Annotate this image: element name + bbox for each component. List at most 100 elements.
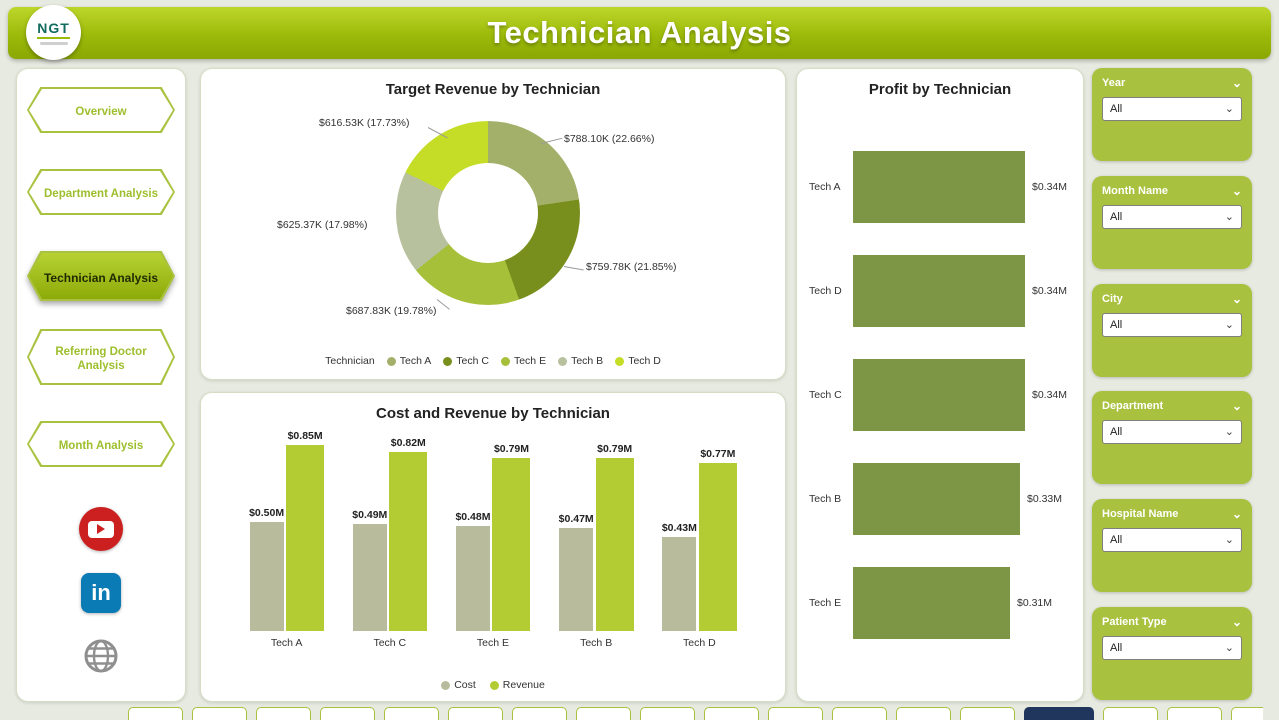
bottom-tab[interactable]	[960, 707, 1015, 720]
bar-group: $0.43M $0.77M Tech D	[662, 448, 737, 649]
bottom-tab[interactable]	[128, 707, 183, 720]
chevron-down-icon: ⌄	[1224, 534, 1234, 547]
header-banner: Technician Analysis	[8, 7, 1271, 59]
chevron-down-icon[interactable]: ⌄	[1231, 614, 1242, 629]
profit-category-label: Tech A	[809, 181, 841, 193]
profit-bar[interactable]	[853, 463, 1020, 535]
bottom-tab[interactable]	[512, 707, 567, 720]
bar-revenue[interactable]	[389, 452, 428, 631]
slicer-year-label: Year	[1102, 77, 1126, 89]
bottom-tab[interactable]	[320, 707, 375, 720]
bar-cost[interactable]	[455, 526, 490, 631]
chevron-down-icon[interactable]: ⌄	[1231, 399, 1242, 414]
legend-item[interactable]: Cost	[441, 679, 476, 691]
legend-item[interactable]: Tech A	[386, 355, 431, 367]
category-label: Tech A	[270, 637, 303, 649]
bottom-tab[interactable]	[192, 707, 247, 720]
category-label: Tech C	[373, 637, 407, 649]
profit-row: Tech C $0.34M	[809, 359, 1075, 431]
chevron-down-icon[interactable]: ⌄	[1231, 291, 1242, 306]
chevron-down-icon[interactable]: ⌄	[1231, 76, 1242, 90]
profit-category-label: Tech D	[809, 285, 842, 297]
bottom-tab-strip	[128, 707, 1263, 720]
slicer-department-dropdown[interactable]: All ⌄	[1102, 420, 1242, 445]
bottom-tab[interactable]	[1103, 707, 1158, 720]
profit-value-label: $0.34M	[1032, 285, 1068, 297]
nav-referring-doctor-label: Referring Doctor Analysis	[55, 345, 147, 372]
profit-bar[interactable]	[853, 359, 1025, 431]
bottom-tab[interactable]	[896, 707, 951, 720]
slicer-department-label: Department	[1102, 400, 1164, 413]
legend-item[interactable]: Tech E	[500, 355, 546, 367]
legend-item[interactable]: Tech C	[443, 355, 489, 367]
bar-cost[interactable]	[559, 528, 594, 631]
bar-plot: $0.50M $0.85M Tech A $0.49M $0.82M Tech C $0.4…	[235, 429, 751, 649]
chevron-down-icon: ⌄	[1224, 210, 1234, 223]
legend-item[interactable]: Revenue	[489, 679, 545, 691]
bar-revenue[interactable]	[492, 458, 531, 631]
website-globe-icon[interactable]	[80, 635, 122, 677]
nav-month-analysis[interactable]: Month Analysis	[27, 421, 175, 467]
donut-chart	[396, 121, 580, 305]
chevron-down-icon[interactable]: ⌄	[1231, 183, 1242, 198]
legend-dot	[443, 356, 453, 366]
legend-item[interactable]: Tech D	[615, 355, 661, 367]
slicer-month-name: Month Name ⌄ All ⌄	[1092, 175, 1252, 269]
profit-bar[interactable]	[853, 151, 1025, 223]
bar-cost[interactable]	[249, 522, 284, 631]
profit-rows: Tech A $0.34M Tech D $0.34M Tech C $0.34M Tech…	[809, 151, 1075, 639]
bar-revenue[interactable]	[286, 445, 325, 631]
nav-sidebar: Overview Department Analysis Technician …	[16, 68, 186, 702]
bar-cost[interactable]	[662, 537, 697, 631]
slicer-patient-type: Patient Type ⌄ All ⌄	[1092, 606, 1252, 700]
bottom-tab[interactable]	[768, 707, 823, 720]
category-label: Tech E	[476, 637, 510, 649]
chevron-down-icon: ⌄	[1224, 318, 1234, 331]
slicer-city-dropdown[interactable]: All ⌄	[1102, 312, 1242, 337]
target-revenue-card: Target Revenue by Technician $616.53K (1…	[200, 68, 786, 380]
bar-revenue[interactable]	[698, 463, 737, 631]
slicer-hospital-name: Hospital Name ⌄ All ⌄	[1092, 499, 1252, 593]
profit-bar[interactable]	[853, 255, 1025, 327]
bottom-tab[interactable]	[256, 707, 311, 720]
bar-value-label: $0.43M	[661, 522, 697, 534]
bar-value-label: $0.48M	[455, 511, 491, 523]
profit-bar[interactable]	[853, 567, 1010, 639]
nav-department-analysis[interactable]: Department Analysis	[27, 169, 175, 215]
profit-row: Tech D $0.34M	[809, 255, 1075, 327]
bar-value-label: $0.77M	[700, 448, 736, 460]
bottom-tab[interactable]	[1024, 707, 1094, 720]
chevron-down-icon[interactable]: ⌄	[1231, 507, 1242, 522]
bar-value-label: $0.50M	[249, 507, 285, 519]
donut-label-tech-d: $616.53K (17.73%)	[319, 117, 410, 129]
bar-cost[interactable]	[352, 524, 387, 631]
nav-technician-analysis[interactable]: Technician Analysis	[27, 251, 175, 301]
bottom-tab[interactable]	[384, 707, 439, 720]
legend-item[interactable]: Tech B	[558, 355, 603, 367]
linkedin-icon[interactable]: in	[81, 573, 121, 613]
slicer-patient-dropdown[interactable]: All ⌄	[1102, 635, 1242, 660]
category-label: Tech D	[683, 637, 716, 649]
bar-revenue[interactable]	[595, 458, 634, 631]
nav-referring-doctor-analysis[interactable]: Referring Doctor Analysis	[27, 329, 175, 385]
bottom-tab[interactable]	[640, 707, 695, 720]
bottom-tab[interactable]	[1231, 707, 1263, 720]
slicer-month-dropdown[interactable]: All ⌄	[1102, 204, 1242, 229]
bottom-tab[interactable]	[576, 707, 631, 720]
bar-group: $0.48M $0.79M Tech E	[455, 443, 531, 649]
chevron-down-icon: ⌄	[1224, 641, 1234, 654]
bottom-tab[interactable]	[832, 707, 887, 720]
bar-legend: Cost Revenue	[201, 679, 785, 691]
legend-label: Cost	[454, 679, 476, 691]
donut-label-tech-b: $625.37K (17.98%)	[277, 219, 368, 231]
bottom-tab[interactable]	[704, 707, 759, 720]
youtube-icon[interactable]	[79, 507, 123, 551]
nav-overview[interactable]: Overview	[27, 87, 175, 133]
slicer-month-label: Month Name	[1102, 184, 1168, 197]
slicer-year-dropdown[interactable]: All ⌄	[1102, 97, 1242, 121]
slicer-hospital-dropdown[interactable]: All ⌄	[1102, 528, 1242, 553]
bottom-tab[interactable]	[1167, 707, 1222, 720]
bottom-tab[interactable]	[448, 707, 503, 720]
nav-department-label: Department Analysis	[44, 187, 158, 200]
